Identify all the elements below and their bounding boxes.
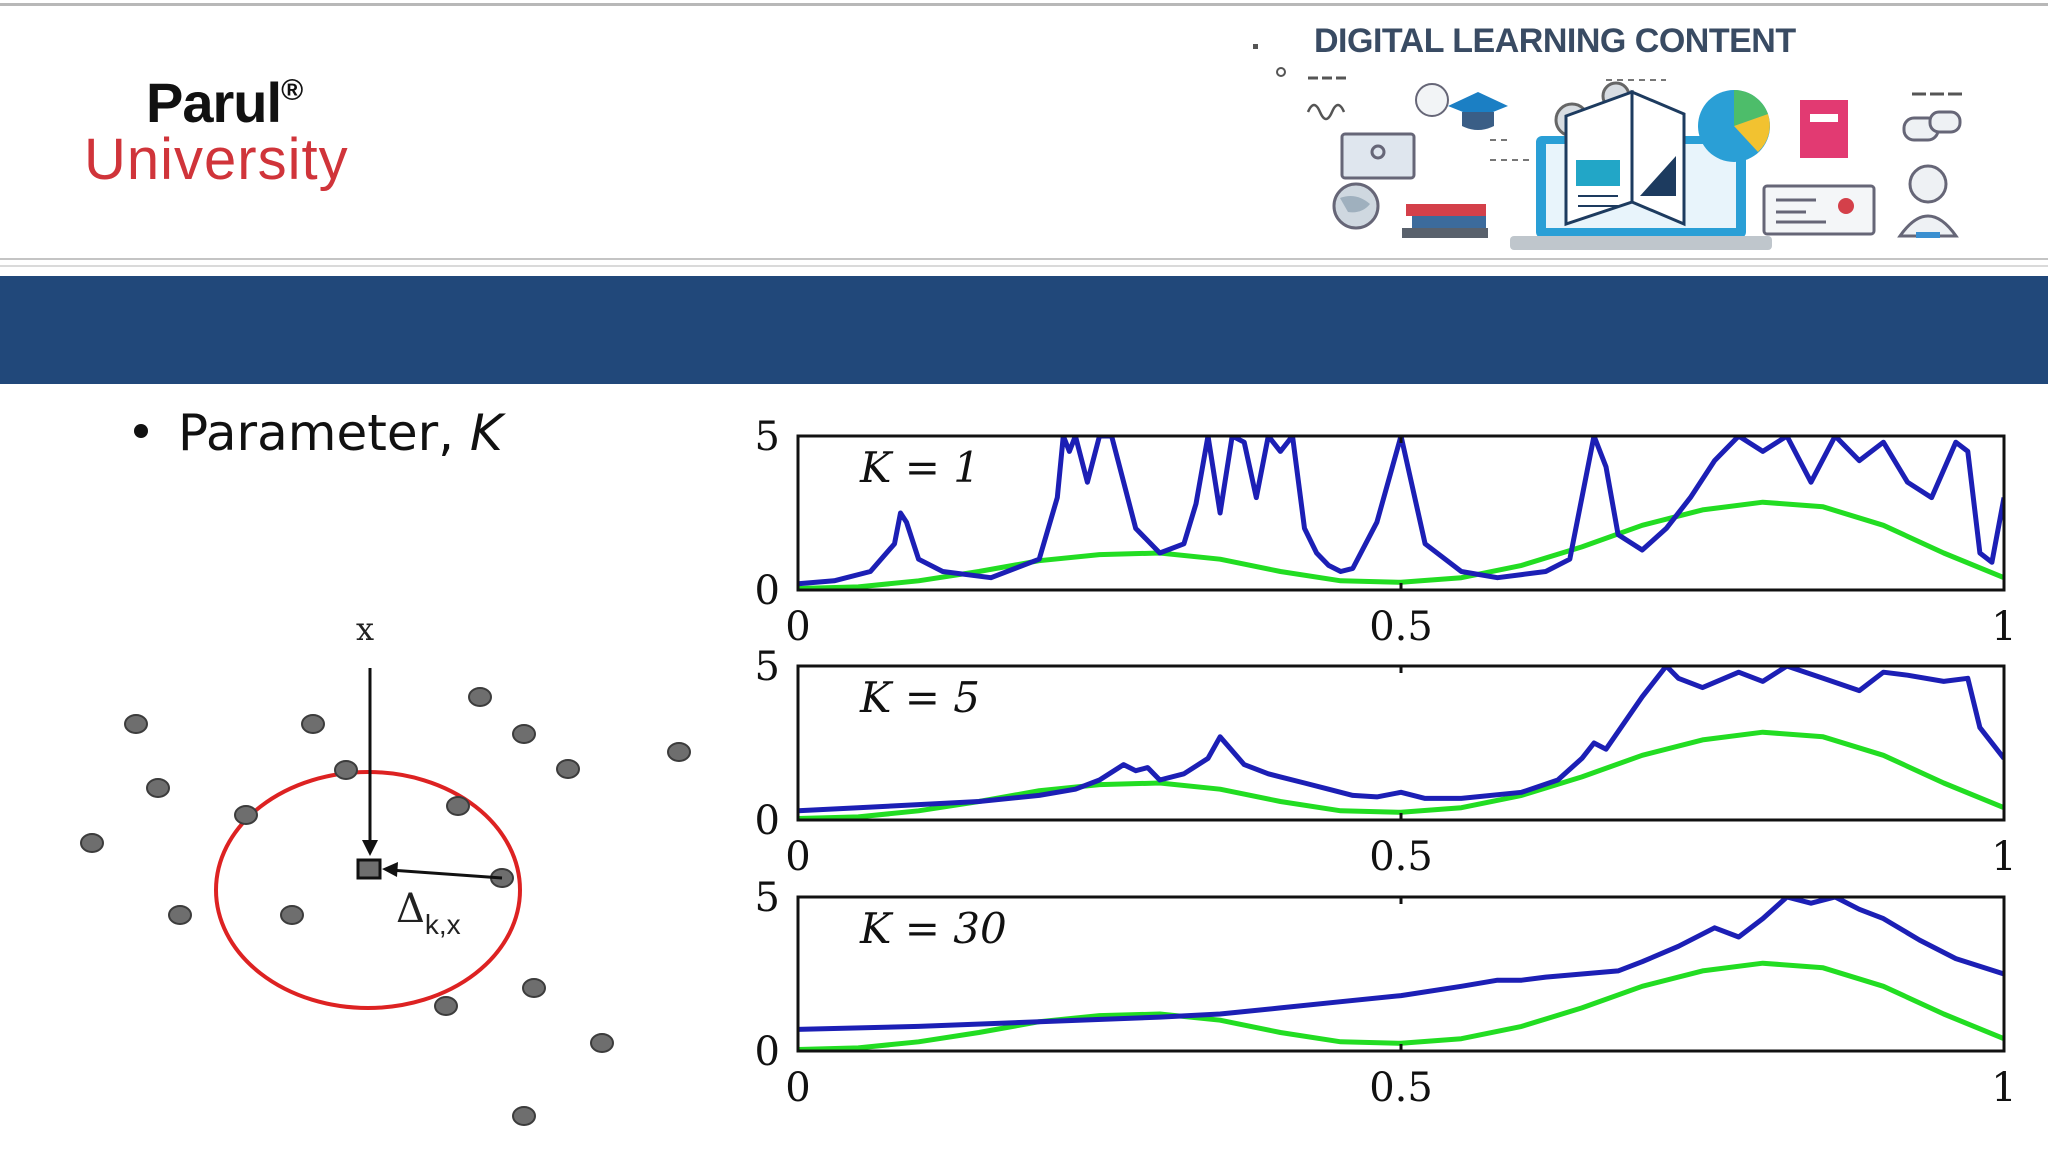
x-tick-label: 0 xyxy=(785,1065,810,1111)
digital-learning-banner: DIGITAL LEARNING CONTENT xyxy=(1240,0,2048,258)
series-line xyxy=(798,666,2004,814)
sample-point xyxy=(590,1033,614,1053)
bullet-dot xyxy=(134,424,148,438)
sample-point xyxy=(234,805,258,825)
y-tick-label: 5 xyxy=(755,644,780,690)
y-tick-label: 5 xyxy=(755,420,780,460)
x-tick-label: 0 xyxy=(785,604,810,650)
header-divider xyxy=(0,258,2048,260)
logo-registered-mark: ® xyxy=(281,74,303,107)
series-line xyxy=(798,960,2004,1051)
sample-point xyxy=(522,978,546,998)
x-tick-label: 1 xyxy=(1991,1065,2016,1111)
bullet-variable: K xyxy=(469,404,503,462)
series-line xyxy=(798,897,2004,1032)
chart-panel: 0 0.5 1 0 5 K = 1 xyxy=(755,420,2017,650)
k-annotation: K = 5 xyxy=(859,673,980,722)
banner-title: DIGITAL LEARNING CONTENT xyxy=(1314,22,1796,60)
title-bar xyxy=(0,276,2048,384)
sample-point xyxy=(512,1106,536,1126)
sample-points xyxy=(80,687,691,1126)
sample-point xyxy=(556,759,580,779)
sample-point xyxy=(168,905,192,925)
sample-point xyxy=(446,796,470,816)
x-tick-label: 1 xyxy=(1991,604,2016,650)
k-annotation: K = 1 xyxy=(859,443,980,492)
y-tick-label: 0 xyxy=(755,568,780,614)
bullet-text: Parameter, xyxy=(178,404,470,462)
sample-point xyxy=(334,760,358,780)
university-logo: Parul® University xyxy=(84,70,424,200)
distance-subscript: k,x xyxy=(425,909,461,940)
query-point xyxy=(356,858,382,880)
sample-point xyxy=(280,905,304,925)
x-tick-label: 1 xyxy=(1991,834,2016,880)
y-tick-label: 5 xyxy=(755,875,780,921)
knn-diagram: x Δk,x xyxy=(80,610,691,1126)
distance-arrow xyxy=(382,862,503,880)
logo-subtitle: University xyxy=(84,127,349,192)
series-line xyxy=(798,729,2004,820)
query-label: x xyxy=(356,610,374,648)
sample-point xyxy=(146,778,170,798)
k-annotation: K = 30 xyxy=(859,904,1007,953)
x-tick-label: 0.5 xyxy=(1369,834,1433,880)
top-rule xyxy=(0,3,2048,6)
header-divider-shadow xyxy=(0,265,2048,267)
x-tick-label: 0 xyxy=(785,834,810,880)
x-tick-label: 0.5 xyxy=(1369,604,1433,650)
sample-point xyxy=(124,714,148,734)
sample-point xyxy=(301,714,325,734)
neighborhood-circle xyxy=(214,770,522,1010)
y-tick-label: 0 xyxy=(755,798,780,844)
chart-panel: 0 0.5 1 0 5 K = 5 xyxy=(755,644,2017,880)
y-tick-label: 0 xyxy=(755,1029,780,1075)
sample-point xyxy=(80,833,104,853)
chart-panel: 0 0.5 1 0 5 K = 30 xyxy=(755,875,2017,1111)
logo-name: Parul xyxy=(146,71,282,134)
series-line xyxy=(798,499,2004,590)
sample-point xyxy=(667,742,691,762)
sample-point xyxy=(468,687,492,707)
sample-point xyxy=(512,724,536,744)
bullet-point: Parameter, K xyxy=(134,404,503,462)
e-learning-illustration xyxy=(1253,44,1962,250)
x-tick-label: 0.5 xyxy=(1369,1065,1433,1111)
series-line xyxy=(798,436,2004,587)
distance-label: Δ xyxy=(396,886,425,932)
sample-point xyxy=(434,996,458,1016)
query-arrow xyxy=(362,668,378,856)
svg-text:Δk,x: Δk,x xyxy=(396,886,461,940)
